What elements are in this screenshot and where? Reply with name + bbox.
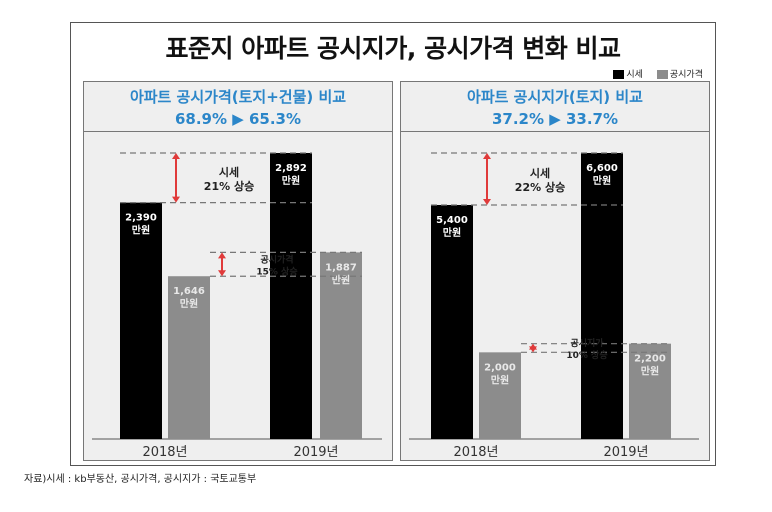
bar-market: [581, 153, 623, 439]
bar-market: [431, 205, 473, 439]
bar-market: [120, 202, 162, 439]
panel-header: 아파트 공시가격(토지+건물) 비교 68.9% ▶ 65.3%: [84, 82, 392, 132]
data-label: 2,000: [484, 362, 516, 373]
data-unit: 만원: [593, 174, 611, 187]
data-label: 5,400: [436, 215, 468, 226]
annotation-change: 15% 상승: [256, 265, 297, 277]
panel-subtitle: 68.9% ▶ 65.3%: [174, 110, 302, 128]
arrow-head-icon: [172, 153, 180, 159]
arrow-head-icon: [483, 199, 491, 205]
annotation-change: 22% 상승: [515, 180, 565, 194]
data-label: 1,646: [173, 286, 205, 297]
data-unit: 만원: [641, 365, 659, 378]
data-label: 2,200: [634, 354, 666, 365]
data-label: 2,390: [125, 213, 157, 224]
legend-item-official: 공시가격: [656, 67, 703, 80]
x-tick-label: 2018년: [142, 445, 187, 460]
panel-header: 아파트 공시지가(토지) 비교 37.2% ▶ 33.7%: [401, 82, 709, 132]
arrow-head-icon: [218, 252, 226, 259]
legend-item-market: 시세: [613, 67, 643, 80]
data-label: 1,887: [325, 262, 357, 273]
panel-subtitle: 37.2% ▶ 33.7%: [491, 110, 619, 128]
data-unit: 만원: [180, 297, 198, 310]
data-label: 2,892: [275, 163, 307, 174]
annotation-label: 공시가격: [260, 253, 293, 265]
panel-title: 아파트 공시지가(토지) 비교: [467, 88, 643, 106]
chart-title: 표준지 아파트 공시지가, 공시가격 변화 비교: [165, 34, 621, 63]
x-tick-label: 2019년: [293, 445, 338, 460]
annotation-label: 공시지가: [570, 337, 604, 349]
panel-title: 아파트 공시가격(토지+건물) 비교: [129, 88, 347, 106]
annotation-change: 21% 상승: [204, 179, 254, 193]
arrow-head-icon: [218, 270, 226, 277]
bar-official: [320, 252, 362, 439]
bar-official: [168, 276, 210, 439]
arrow-head-icon: [172, 196, 180, 203]
bar-market: [270, 153, 312, 439]
panel-land-price: 아파트 공시지가(토지) 비교 37.2% ▶ 33.7% 2018년 2019년…: [400, 81, 710, 461]
data-unit: 만원: [132, 224, 150, 237]
legend-label: 공시가격: [669, 70, 703, 80]
data-unit: 만원: [332, 273, 350, 286]
data-unit: 만원: [443, 226, 461, 239]
legend-swatch-gray: [656, 70, 668, 79]
arrow-head-icon: [529, 346, 537, 353]
legend-swatch-black: [613, 70, 625, 79]
panel-official-price: 아파트 공시가격(토지+건물) 비교 68.9% ▶ 65.3% 2018년 20…: [83, 81, 393, 461]
bar-official: [479, 352, 521, 439]
annotation-label: 시세: [530, 166, 550, 180]
annotation-label: 시세: [219, 165, 239, 179]
arrow-head-icon: [483, 153, 491, 159]
legend: 시세 공시가격: [613, 67, 703, 80]
infographic-frame: 표준지 아파트 공시지가, 공시가격 변화 비교 시세 공시가격 아파트 공시가…: [70, 22, 716, 466]
annotation-change: 10% 상승: [566, 349, 607, 361]
data-unit: 만원: [282, 174, 300, 187]
data-unit: 만원: [491, 373, 509, 386]
x-tick-label: 2019년: [603, 445, 648, 460]
bar-official: [629, 343, 671, 439]
legend-label: 시세: [626, 70, 643, 80]
data-label: 6,600: [586, 163, 618, 174]
x-tick-label: 2018년: [453, 445, 498, 460]
source-note: 자료)시세 : kb부동산, 공시가격, 공시지가 : 국토교통부: [24, 474, 257, 485]
